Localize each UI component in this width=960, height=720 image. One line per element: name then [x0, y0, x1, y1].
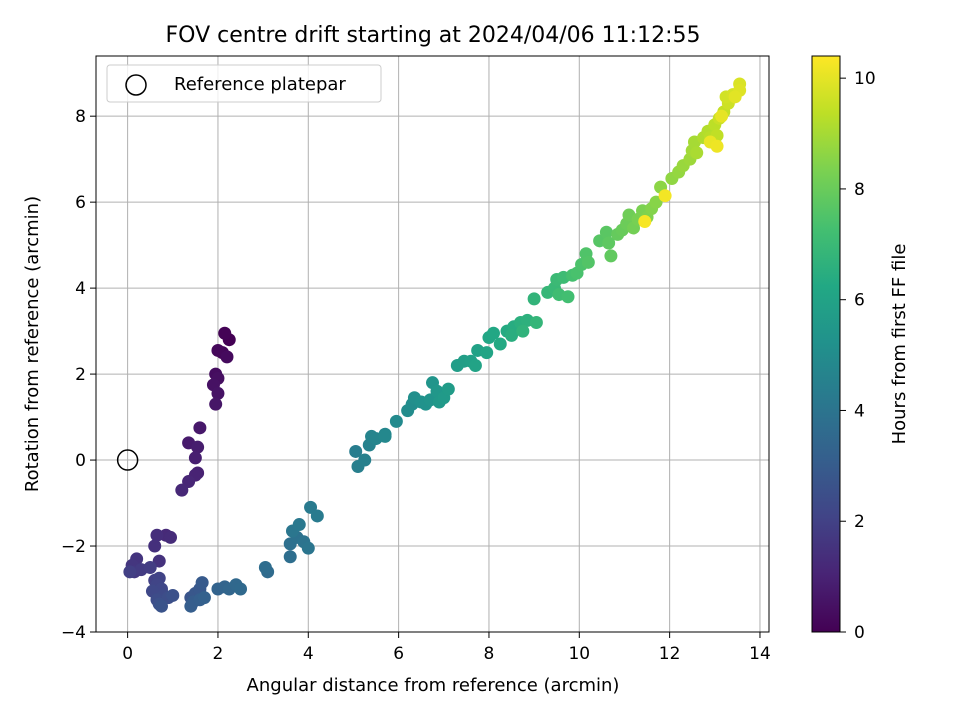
scatter-point	[378, 429, 392, 443]
legend-box	[106, 64, 382, 103]
scatter-point	[154, 599, 168, 613]
scatter-point	[188, 451, 202, 465]
x-tick-label: 6	[393, 644, 404, 664]
scatter-point	[715, 109, 729, 123]
scatter-point	[516, 324, 530, 338]
x-tick-label: 14	[749, 644, 771, 664]
scatter-point	[358, 453, 372, 467]
scatter-point	[649, 195, 663, 209]
scatter-point	[604, 249, 618, 263]
scatter-point	[527, 292, 541, 306]
x-axis-label: Angular distance from reference (arcmin)	[247, 675, 620, 696]
scatter-point	[599, 225, 613, 239]
scatter-point	[211, 343, 225, 357]
scatter-point	[166, 588, 180, 602]
scatter-point	[218, 326, 232, 340]
scatter-point	[728, 90, 742, 104]
scatter-point	[258, 561, 272, 575]
legend-label: Reference platepar	[174, 74, 346, 95]
scatter-point	[486, 326, 500, 340]
y-tick-label: 6	[75, 193, 86, 213]
colorbar-tick-label: 10	[854, 69, 876, 89]
scatter-point	[690, 146, 704, 160]
scatter-point	[505, 328, 519, 342]
scatter-point	[349, 444, 363, 458]
reference-marker	[116, 449, 139, 471]
legend: Reference platepar	[106, 64, 382, 103]
scatter-point	[529, 316, 543, 330]
y-tick-label: −2	[61, 537, 86, 557]
colorbar-tick-label: 2	[854, 512, 865, 532]
scatter-point	[561, 290, 575, 304]
x-tick-label: 12	[659, 644, 681, 664]
y-axis-label: Rotation from reference (arcmin)	[22, 196, 43, 492]
colorbar-tick-label: 8	[854, 180, 865, 200]
scatter-point	[184, 599, 198, 613]
scatter-point	[193, 421, 207, 435]
scatter-point	[658, 189, 672, 203]
y-tick-label: 8	[75, 107, 86, 127]
colorbar-label: Hours from first FF file	[889, 244, 910, 445]
scatter-point	[195, 576, 209, 590]
x-tick-label: 8	[484, 644, 495, 664]
x-tick-label: 0	[122, 644, 133, 664]
scatter-point	[493, 337, 507, 351]
scatter-point	[152, 554, 166, 568]
plot-frame	[95, 55, 770, 633]
scatter-point	[468, 358, 482, 372]
scatter-point	[710, 139, 724, 153]
scatter-point	[220, 350, 234, 364]
scatter-point	[310, 509, 324, 523]
scatter-point	[292, 518, 306, 532]
scatter-point	[150, 528, 164, 542]
scatter-point	[581, 255, 595, 269]
scatter-point	[164, 530, 178, 544]
x-tick-label: 4	[303, 644, 314, 664]
scatter-point	[191, 440, 205, 454]
scatter-point	[234, 582, 248, 596]
colorbar-ticks: 0 2 4 6 8 10	[840, 69, 876, 643]
scatter-point	[441, 382, 455, 396]
chart-title: FOV centre drift starting at 2024/04/06 …	[166, 23, 701, 48]
scatter-point	[602, 236, 616, 250]
colorbar-tick-label: 6	[854, 291, 865, 311]
scatter-point	[197, 591, 211, 605]
colorbar-tick-label: 4	[854, 401, 865, 421]
scatter-point	[211, 386, 225, 400]
y-axis: −4 −2 0 2 4 6 8	[61, 107, 96, 643]
legend-marker	[125, 74, 147, 96]
x-axis: 0 2 4 6 8 10 12 14	[122, 632, 771, 664]
scatter-point	[301, 541, 315, 555]
scatter-point	[123, 565, 137, 579]
scatter-point	[143, 561, 157, 575]
x-tick-label: 2	[213, 644, 224, 664]
x-tick-label: 10	[568, 644, 590, 664]
y-tick-label: 4	[75, 279, 86, 299]
scatter-point	[175, 483, 189, 497]
scatter-points	[123, 77, 747, 613]
scatter-point	[148, 539, 162, 553]
y-tick-label: 2	[75, 365, 86, 385]
reference-point	[116, 449, 139, 471]
scatter-point	[638, 214, 652, 228]
scatter-point	[283, 550, 297, 564]
colorbar	[811, 55, 841, 633]
scatter-point	[389, 414, 403, 428]
y-tick-label: 0	[75, 451, 86, 471]
y-tick-label: −4	[61, 623, 86, 643]
scatter-point	[209, 397, 223, 411]
colorbar-tick-label: 0	[854, 623, 865, 643]
scatter-point	[480, 346, 494, 360]
